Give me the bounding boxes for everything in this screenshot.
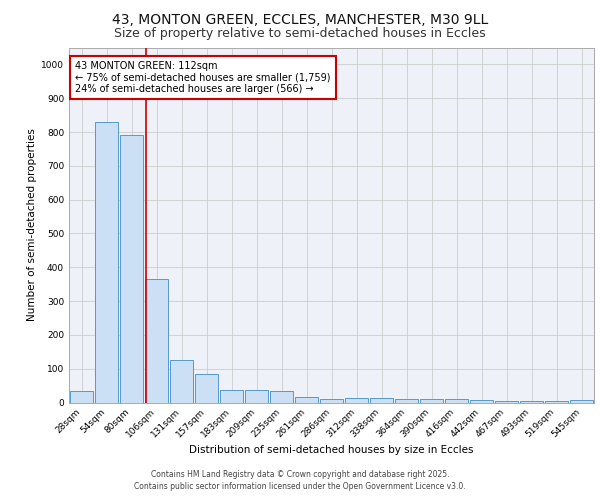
Bar — [420, 399, 443, 402]
Bar — [345, 398, 368, 402]
Bar — [195, 374, 218, 402]
Bar — [220, 390, 243, 402]
Bar — [120, 136, 143, 402]
X-axis label: Distribution of semi-detached houses by size in Eccles: Distribution of semi-detached houses by … — [189, 445, 474, 455]
Bar — [445, 399, 468, 402]
Bar — [95, 122, 118, 402]
Bar — [170, 360, 193, 403]
Text: 43 MONTON GREEN: 112sqm
← 75% of semi-detached houses are smaller (1,759)
24% of: 43 MONTON GREEN: 112sqm ← 75% of semi-de… — [75, 61, 331, 94]
Text: Contains public sector information licensed under the Open Government Licence v3: Contains public sector information licen… — [134, 482, 466, 491]
Bar — [245, 390, 268, 402]
Bar — [270, 392, 293, 402]
Text: 43, MONTON GREEN, ECCLES, MANCHESTER, M30 9LL: 43, MONTON GREEN, ECCLES, MANCHESTER, M3… — [112, 12, 488, 26]
Text: Size of property relative to semi-detached houses in Eccles: Size of property relative to semi-detach… — [114, 28, 486, 40]
Y-axis label: Number of semi-detached properties: Number of semi-detached properties — [27, 128, 37, 322]
Bar — [145, 279, 168, 402]
Bar — [70, 390, 93, 402]
Bar — [470, 400, 493, 402]
Bar — [495, 401, 518, 402]
Bar — [570, 400, 593, 402]
Bar — [395, 399, 418, 402]
Bar — [320, 399, 343, 402]
Bar — [520, 401, 543, 402]
Bar — [370, 398, 393, 402]
Text: Contains HM Land Registry data © Crown copyright and database right 2025.: Contains HM Land Registry data © Crown c… — [151, 470, 449, 479]
Bar — [545, 401, 568, 402]
Bar — [295, 398, 318, 402]
